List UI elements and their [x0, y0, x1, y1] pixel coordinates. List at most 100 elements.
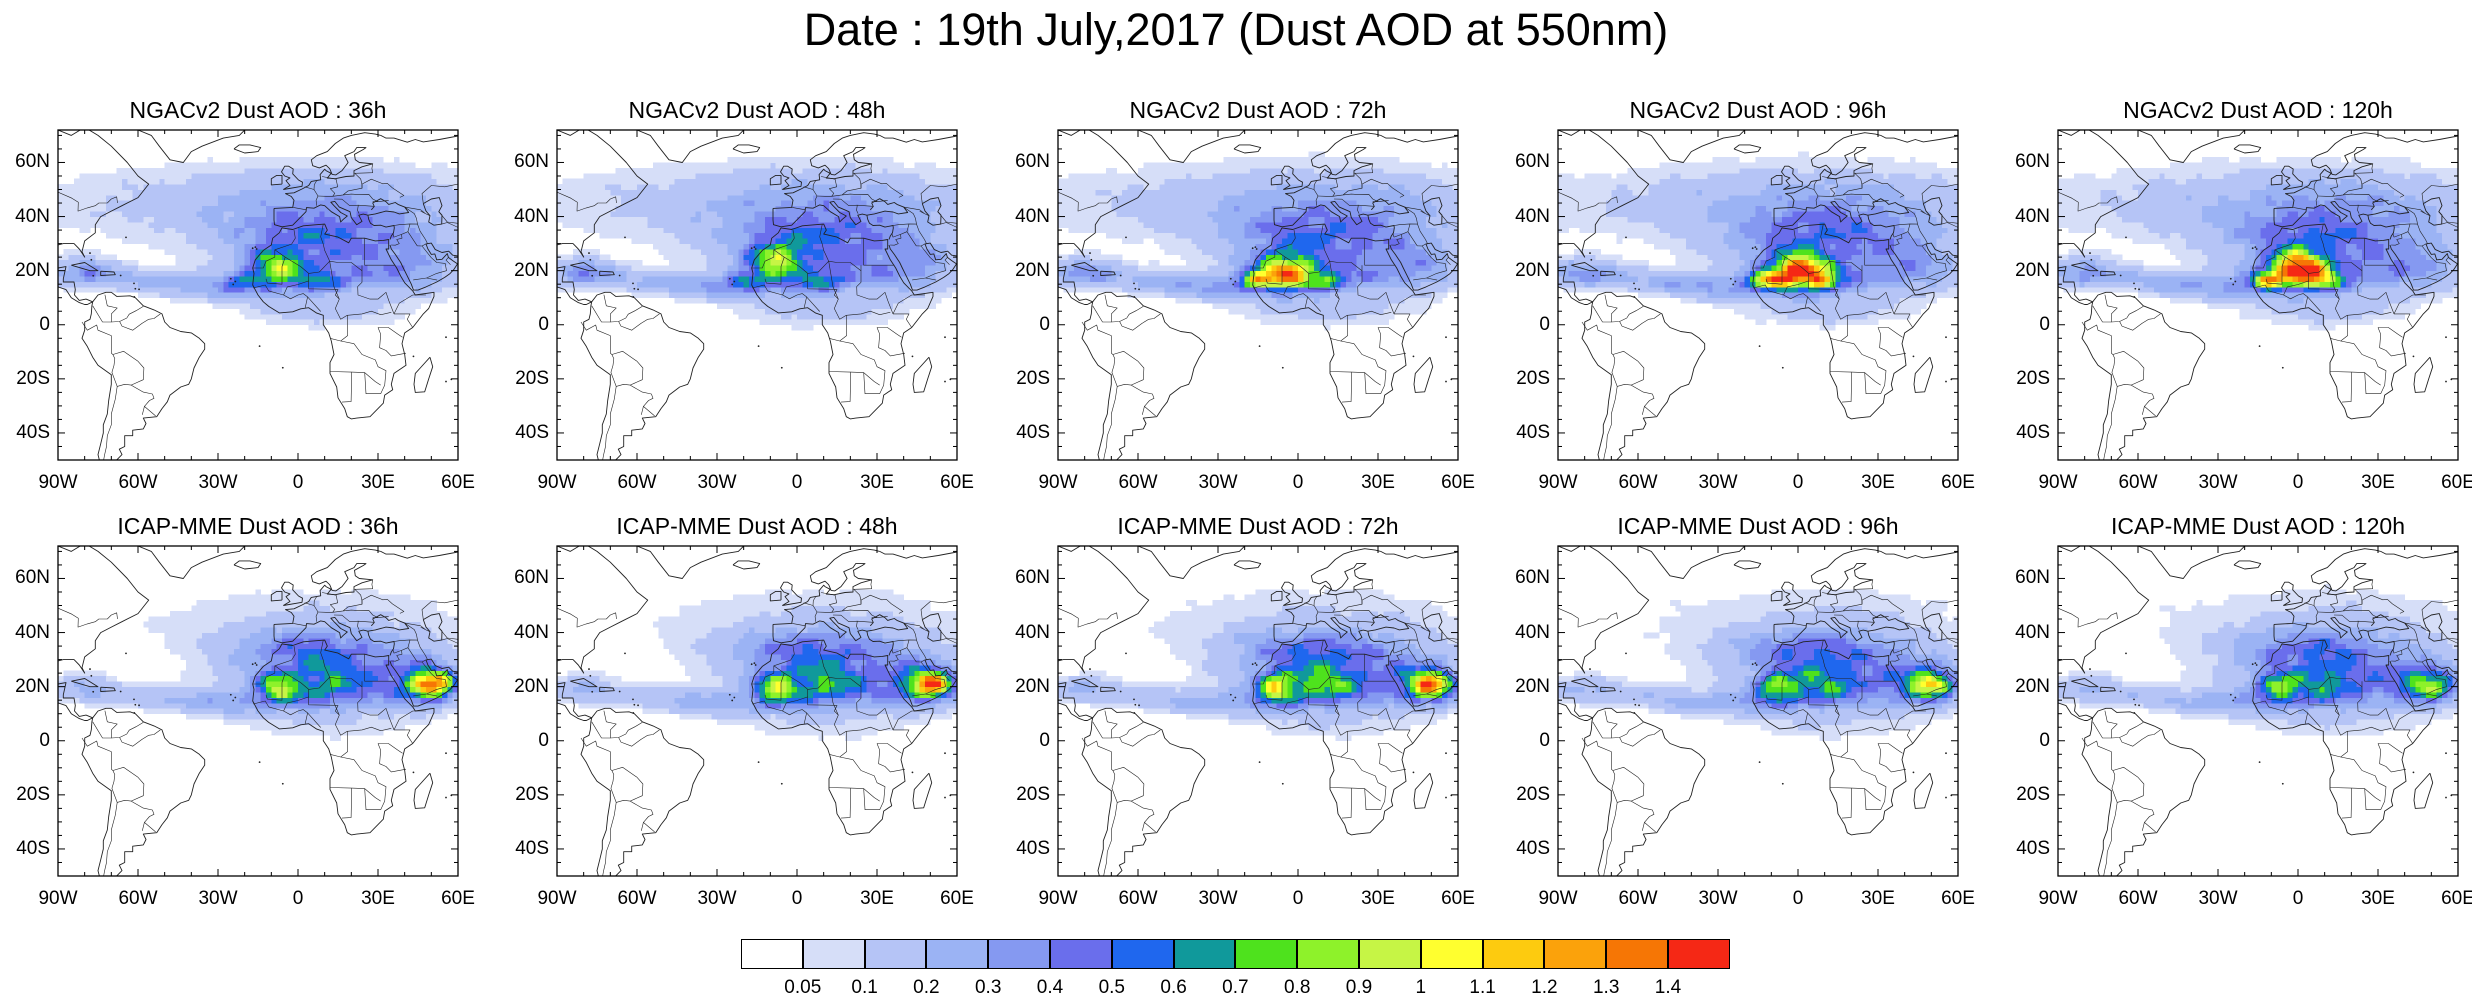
panel-title: ICAP-MME Dust AOD : 96h — [1558, 513, 1958, 540]
lat-tick-label: 20N — [0, 260, 50, 282]
lon-tick-label: 30E — [847, 888, 907, 910]
lat-tick-label: 60N — [2000, 567, 2050, 589]
lon-tick-label: 0 — [2268, 472, 2328, 494]
lon-tick-label: 60W — [1108, 888, 1168, 910]
lon-tick-label: 60W — [2108, 888, 2168, 910]
lon-tick-label: 0 — [767, 472, 827, 494]
lat-tick-label: 40S — [499, 422, 549, 444]
lon-tick-label: 60E — [1928, 472, 1988, 494]
lon-tick-label: 60E — [428, 888, 488, 910]
lon-tick-label: 30E — [1848, 888, 1908, 910]
lon-tick-label: 60E — [927, 472, 987, 494]
lat-tick-label: 60N — [0, 151, 50, 173]
lat-tick-label: 20S — [0, 368, 50, 390]
lat-tick-label: 40N — [1500, 206, 1550, 228]
lon-tick-label: 30W — [188, 472, 248, 494]
lon-tick-label: 30W — [1188, 888, 1248, 910]
lat-tick-label: 0 — [1000, 730, 1050, 752]
colorbar-cell — [1174, 939, 1236, 969]
panel-title: NGACv2 Dust AOD : 96h — [1558, 97, 1958, 124]
lon-tick-label: 0 — [1268, 888, 1328, 910]
lon-tick-label: 30E — [2348, 472, 2408, 494]
lon-tick-label: 90W — [28, 888, 88, 910]
aod-field — [557, 127, 957, 465]
colorbar-label: 0.7 — [1210, 977, 1260, 999]
lon-tick-label: 90W — [1528, 472, 1588, 494]
lon-tick-label: 90W — [28, 472, 88, 494]
colorbar-cell — [741, 939, 803, 969]
lon-tick-label: 30E — [348, 888, 408, 910]
lat-tick-label: 20S — [1500, 784, 1550, 806]
colorbar-label: 1.3 — [1581, 977, 1631, 999]
lat-tick-label: 0 — [1000, 314, 1050, 336]
lon-tick-label: 30E — [1348, 472, 1408, 494]
lon-tick-label: 90W — [2028, 888, 2088, 910]
lat-tick-label: 40S — [0, 838, 50, 860]
lon-tick-label: 0 — [268, 472, 328, 494]
lat-tick-label: 40N — [1000, 622, 1050, 644]
colorbar-label: 1.1 — [1458, 977, 1508, 999]
lat-tick-label: 0 — [0, 314, 50, 336]
dust-aod-map — [2058, 546, 2458, 876]
lat-tick-label: 20S — [1000, 368, 1050, 390]
panel-title: ICAP-MME Dust AOD : 120h — [2058, 513, 2458, 540]
lat-tick-label: 0 — [2000, 314, 2050, 336]
lat-tick-label: 40S — [2000, 422, 2050, 444]
aod-field — [1058, 127, 1458, 465]
lat-tick-label: 40N — [1000, 206, 1050, 228]
lon-tick-label: 90W — [1028, 472, 1088, 494]
lat-tick-label: 0 — [1500, 730, 1550, 752]
lat-tick-label: 40N — [499, 622, 549, 644]
lon-tick-label: 30W — [1688, 472, 1748, 494]
lon-tick-label: 0 — [1268, 472, 1328, 494]
colorbar-label: 0.2 — [901, 977, 951, 999]
lon-tick-label: 30E — [847, 472, 907, 494]
lat-tick-label: 60N — [0, 567, 50, 589]
colorbar-cell — [1235, 939, 1297, 969]
colorbar-label: 0.4 — [1025, 977, 1075, 999]
lat-tick-label: 20N — [0, 676, 50, 698]
colorbar-cell — [1421, 939, 1483, 969]
lat-tick-label: 60N — [499, 567, 549, 589]
lon-tick-label: 30E — [1348, 888, 1408, 910]
lat-tick-label: 20N — [2000, 676, 2050, 698]
lat-tick-label: 0 — [499, 314, 549, 336]
lon-tick-label: 90W — [2028, 472, 2088, 494]
lon-tick-label: 30W — [1188, 472, 1248, 494]
lat-tick-label: 60N — [1000, 567, 1050, 589]
colorbar-cell — [1544, 939, 1606, 969]
lat-tick-label: 40N — [1500, 622, 1550, 644]
lat-tick-label: 40S — [1500, 422, 1550, 444]
figure-title: Date : 19th July,2017 (Dust AOD at 550nm… — [0, 4, 2472, 56]
aod-field — [1058, 543, 1458, 881]
lon-tick-label: 0 — [767, 888, 827, 910]
lat-tick-label: 20N — [2000, 260, 2050, 282]
lat-tick-label: 40S — [0, 422, 50, 444]
lat-tick-label: 40N — [2000, 622, 2050, 644]
lat-tick-label: 20N — [1000, 676, 1050, 698]
aod-field — [2058, 543, 2458, 881]
dust-aod-map — [1558, 130, 1958, 460]
lat-tick-label: 60N — [499, 151, 549, 173]
lon-tick-label: 0 — [1768, 472, 1828, 494]
aod-field — [2058, 127, 2458, 465]
colorbar-cell — [1359, 939, 1421, 969]
colorbar-label: 1.4 — [1643, 977, 1693, 999]
lat-tick-label: 0 — [2000, 730, 2050, 752]
lon-tick-label: 90W — [527, 472, 587, 494]
lat-tick-label: 60N — [1500, 151, 1550, 173]
dust-aod-map — [1558, 546, 1958, 876]
dust-aod-map — [1058, 546, 1458, 876]
lon-tick-label: 60E — [428, 472, 488, 494]
colorbar-label: 0.9 — [1334, 977, 1384, 999]
colorbar-cell — [1606, 939, 1668, 969]
colorbar-cell — [865, 939, 927, 969]
lat-tick-label: 20S — [499, 784, 549, 806]
